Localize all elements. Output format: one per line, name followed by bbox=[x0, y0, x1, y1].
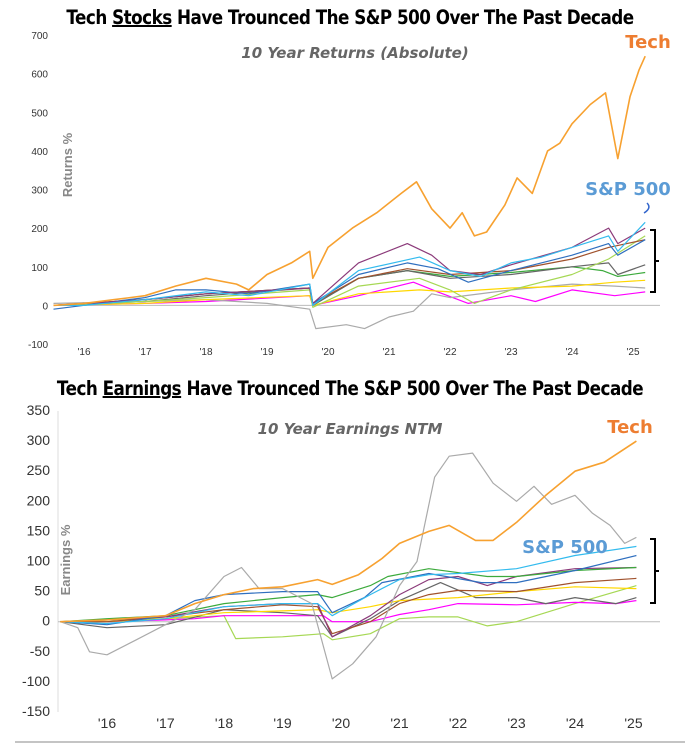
series-line-FFD700 bbox=[53, 279, 646, 306]
chart-title-2: Tech Earnings Have Trounced The S&P 500 … bbox=[56, 377, 644, 400]
y-tick-label: -150 bbox=[22, 703, 50, 719]
y-tick-label: 300 bbox=[27, 432, 51, 448]
arrow-icon bbox=[643, 202, 650, 214]
y-tick-label: 150 bbox=[27, 522, 51, 538]
sp500-label: S&P 500 bbox=[585, 179, 671, 200]
y-tick-label: 100 bbox=[31, 263, 48, 274]
tech-label: Tech bbox=[607, 417, 653, 438]
chart-subtitle: 10 Year Returns (Absolute) bbox=[241, 44, 468, 62]
series-line-666666 bbox=[53, 262, 646, 306]
x-tick-label: '17 bbox=[138, 347, 151, 358]
y-tick-label: 700 bbox=[31, 31, 48, 42]
series-line-2F6FBF bbox=[53, 239, 646, 310]
series-line-666666 bbox=[60, 582, 637, 638]
x-tick-label: '21 bbox=[382, 347, 395, 358]
x-tick-label: '24 bbox=[565, 347, 578, 358]
series-line-8B3A7A bbox=[60, 566, 637, 638]
x-tick-label: '16 bbox=[77, 347, 90, 358]
series-line-s-p-500 bbox=[53, 221, 646, 306]
x-tick-label: '16 bbox=[98, 715, 116, 731]
y-axis-label: Earnings % bbox=[58, 524, 73, 595]
y-tick-label: 100 bbox=[27, 553, 51, 569]
x-tick-label: '20 bbox=[332, 715, 350, 731]
y-tick-label: 350 bbox=[27, 402, 51, 418]
bracket-icon bbox=[650, 229, 659, 293]
x-tick-label: '19 bbox=[273, 715, 291, 731]
x-tick-label: '25 bbox=[624, 715, 642, 731]
y-tick-label: 600 bbox=[31, 70, 48, 81]
x-tick-label: '22 bbox=[443, 347, 456, 358]
series-line-tech bbox=[60, 440, 637, 623]
x-tick-label: '23 bbox=[507, 715, 525, 731]
tech-label: Tech bbox=[625, 32, 671, 53]
x-tick-label: '18 bbox=[199, 347, 212, 358]
y-tick-label: 250 bbox=[27, 462, 51, 478]
series-line-tech bbox=[53, 55, 646, 307]
x-tick-label: '25 bbox=[626, 347, 639, 358]
y-tick-label: 400 bbox=[31, 147, 48, 158]
x-tick-label: '19 bbox=[260, 347, 273, 358]
x-tick-label: '17 bbox=[156, 715, 174, 731]
series-line-AAAAAA bbox=[60, 452, 637, 680]
bracket-icon bbox=[650, 538, 659, 604]
x-tick-label: '24 bbox=[566, 715, 584, 731]
series-line-A6D854 bbox=[53, 235, 646, 308]
chart-title-1: Tech Stocks Have Trounced The S&P 500 Ov… bbox=[66, 6, 634, 29]
y-tick-label: 500 bbox=[31, 108, 48, 119]
y-tick-label: 200 bbox=[31, 224, 48, 235]
sp500-label: S&P 500 bbox=[522, 537, 608, 558]
y-tick-label: 0 bbox=[42, 613, 50, 629]
earnings-chart: 350 300 250 200 150 100 50 0 -50 -100 -150 '16 '17 '1… bbox=[15, 402, 685, 743]
y-tick-label: 300 bbox=[31, 186, 48, 197]
series-line-8B3A7A bbox=[53, 227, 646, 306]
series-line-2F6FBF bbox=[60, 554, 637, 626]
series-line-s-p-500 bbox=[60, 545, 637, 625]
x-tick-label: '22 bbox=[449, 715, 467, 731]
returns-chart: 700 600 500 400 300 200 100 0 -100 '16 '17 '18 '19 '2… bbox=[28, 31, 671, 358]
x-tick-label: '20 bbox=[321, 347, 334, 358]
chart-subtitle: 10 Year Earnings NTM bbox=[258, 420, 443, 438]
x-tick-label: '18 bbox=[215, 715, 233, 731]
series-line-A6D854 bbox=[60, 585, 637, 641]
y-axis-label: Returns % bbox=[60, 132, 75, 197]
x-tick-label: '23 bbox=[504, 347, 517, 358]
y-tick-label: -100 bbox=[28, 340, 48, 351]
y-tick-label: -100 bbox=[22, 673, 50, 689]
x-tick-label: '21 bbox=[390, 715, 408, 731]
series-line-3CAA3C bbox=[60, 566, 637, 623]
y-tick-label: 50 bbox=[34, 583, 50, 599]
y-tick-label: 0 bbox=[42, 301, 48, 312]
y-tick-label: 200 bbox=[27, 492, 51, 508]
y-tick-label: -50 bbox=[30, 643, 50, 659]
